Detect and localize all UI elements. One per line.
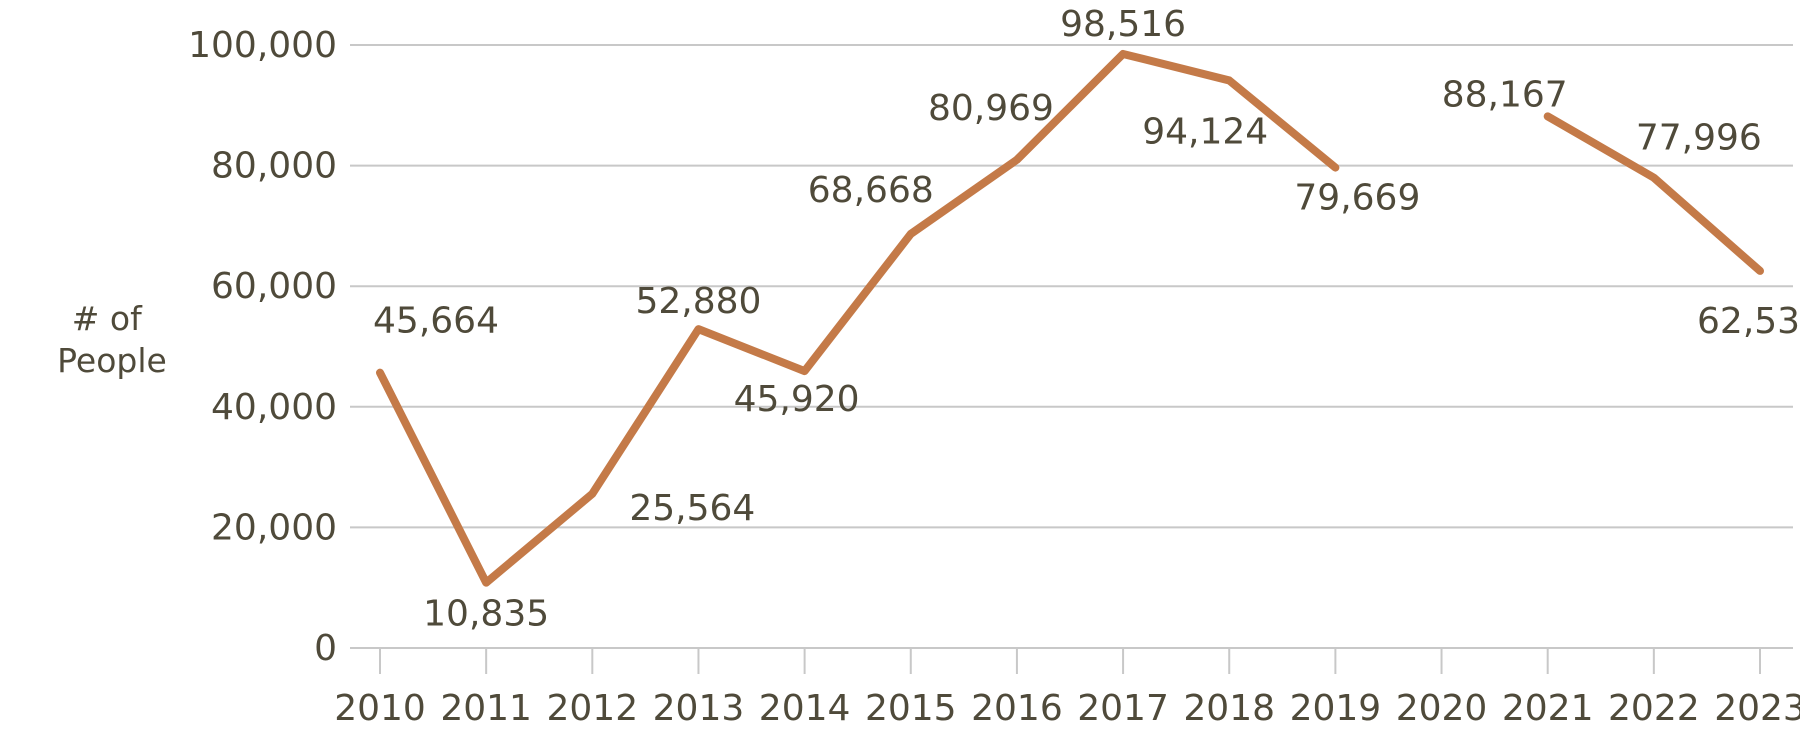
- data-label: 79,669: [1294, 178, 1420, 219]
- series-line-segment: [376, 49, 1340, 587]
- y-tick-label: 80,000: [211, 146, 337, 187]
- y-axis-tick-labels: 0 20,000 40,000 60,000 80,000 100,000: [188, 25, 337, 669]
- x-tick-label: 2017: [1077, 688, 1169, 729]
- data-label: 94,124: [1142, 111, 1268, 152]
- data-label: 62,533: [1697, 301, 1800, 342]
- x-axis: [379, 648, 1761, 674]
- data-label: 77,996: [1636, 118, 1762, 159]
- y-tick-label: 40,000: [211, 387, 337, 428]
- series-line: [376, 49, 1764, 587]
- x-tick-label: 2018: [1183, 688, 1275, 729]
- x-tick-label: 2022: [1608, 688, 1700, 729]
- x-tick-label: 2011: [440, 688, 532, 729]
- data-label: 45,920: [734, 379, 860, 420]
- data-label: 25,564: [629, 488, 755, 529]
- x-tick-label: 2021: [1502, 688, 1594, 729]
- x-tick-label: 2010: [334, 688, 426, 729]
- data-labels: 45,664 10,835 25,564 52,880 45,920 68,668 80,9…: [373, 4, 1800, 635]
- data-label: 88,167: [1442, 74, 1568, 115]
- y-tick-label: 0: [314, 628, 337, 669]
- data-label: 68,668: [808, 170, 934, 211]
- data-label: 45,664: [373, 301, 499, 342]
- x-tick-label: 2013: [653, 688, 745, 729]
- x-tick-label: 2012: [546, 688, 638, 729]
- x-axis-tick-labels: 2010 2011 2012 2013 2014 2015 2016 2017 2018 2019…: [334, 688, 1800, 729]
- x-tick-label: 2014: [759, 688, 851, 729]
- y-tick-label: 60,000: [211, 266, 337, 307]
- data-label: 10,835: [423, 594, 549, 635]
- x-tick-label: 2023: [1714, 688, 1800, 729]
- x-tick-label: 2019: [1290, 688, 1382, 729]
- y-tick-label: 20,000: [211, 507, 337, 548]
- series-line-segment: [1543, 112, 1764, 275]
- x-tick-label: 2015: [865, 688, 957, 729]
- data-label: 98,516: [1060, 4, 1186, 45]
- x-tick-label: 2016: [971, 688, 1063, 729]
- data-label: 52,880: [635, 281, 761, 322]
- y-axis-title-line: People: [57, 341, 167, 380]
- gridlines: [350, 44, 1793, 649]
- data-label: 80,969: [928, 88, 1054, 129]
- y-axis-title: # of People: [57, 299, 167, 380]
- y-tick-label: 100,000: [188, 25, 337, 66]
- x-tick-label: 2020: [1396, 688, 1488, 729]
- y-axis-title-line: # of: [72, 299, 143, 338]
